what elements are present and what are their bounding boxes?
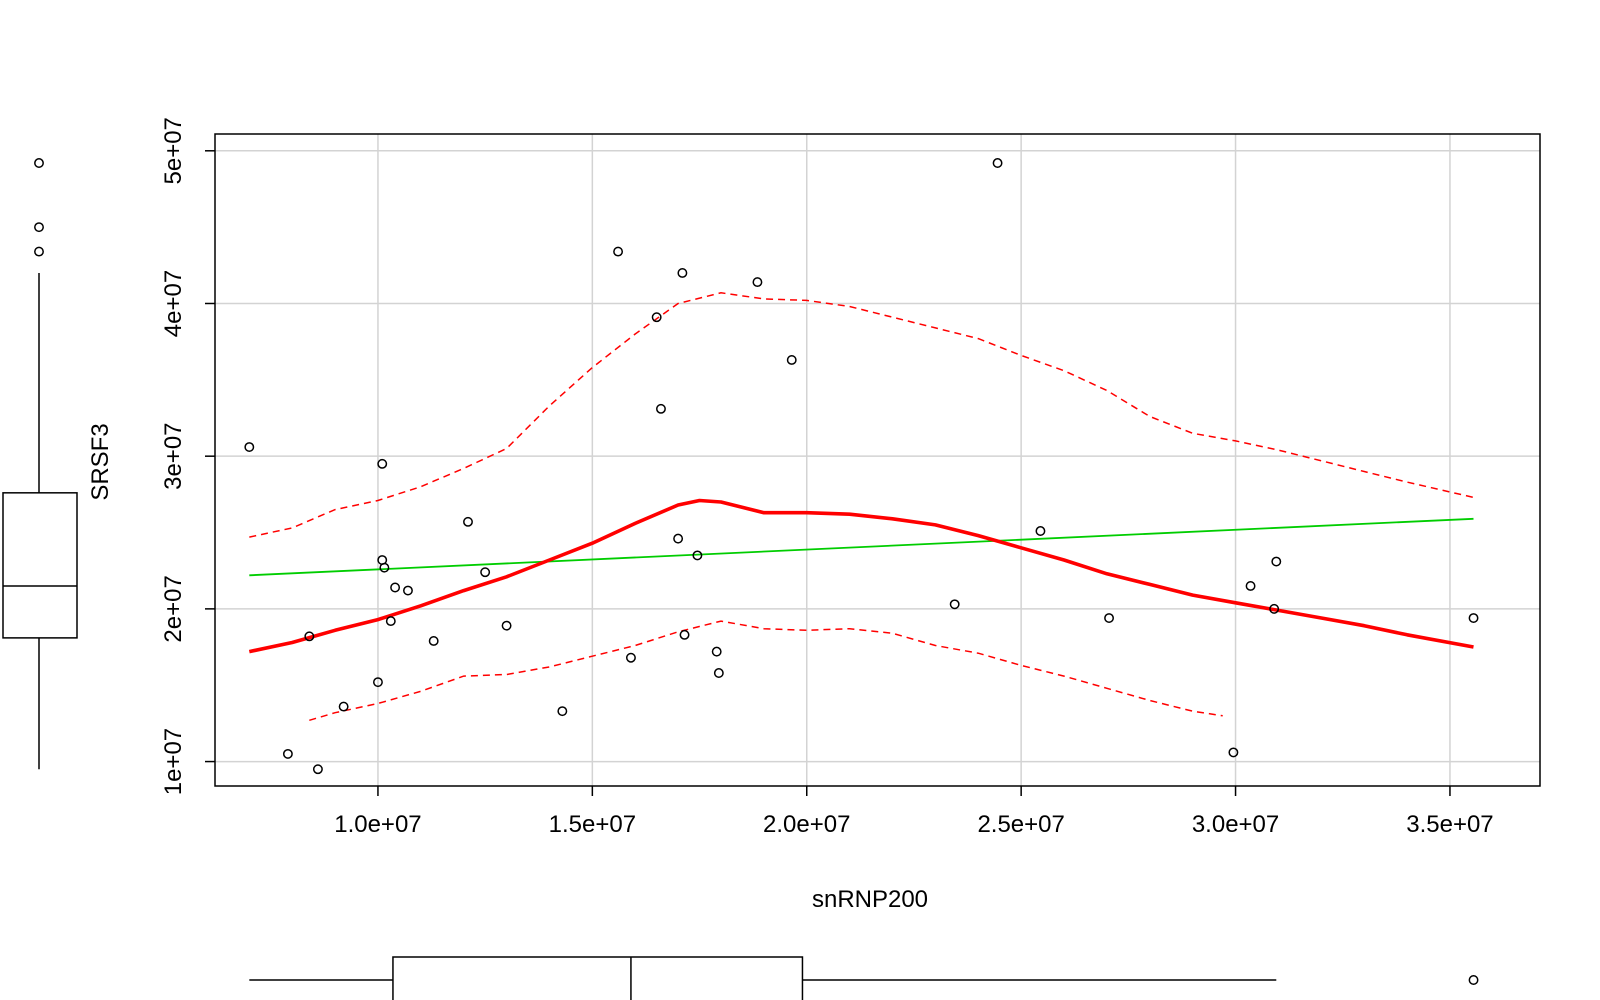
data-point [679,629,690,640]
y-marginal-boxplot [2,158,78,770]
x-tick-label: 3.0e+07 [1192,811,1279,838]
linear-fit-path [249,517,1474,577]
y-box-outlier [34,222,44,233]
data-point [949,599,960,610]
data-point [752,277,763,288]
data-point [403,585,413,596]
data-point [304,631,315,642]
upper-confidence-band [249,292,1474,538]
y-box-outlier [34,246,44,257]
data-point [1271,556,1282,567]
data-point [656,403,666,414]
data-point [1104,613,1115,623]
data-point [1228,747,1239,758]
linear-fit-line [249,517,1474,577]
x-tick-label: 3.5e+07 [1406,811,1493,838]
data-point [338,701,349,712]
y-box-outlier [34,158,44,168]
y-tick-label: 1e+07 [160,728,187,795]
grid-lines [215,134,1540,786]
data-point [677,268,688,278]
y-tick-label: 2e+07 [160,575,187,642]
plot-frame [214,133,1541,787]
data-point [1468,613,1479,623]
x-box-body [392,956,804,1000]
x-axis: 1.0e+07 1.5e+07 2.0e+07 2.5e+07 3.0e+07 3.5e+… [334,786,1494,838]
data-point [385,616,396,627]
y-tick-label: 5e+07 [160,117,187,184]
data-point [379,562,390,573]
data-point [713,668,724,678]
x-box-outlier [1468,975,1479,985]
data-points [244,158,1479,775]
smooth-fit-line [248,498,1474,654]
data-point [651,312,662,323]
x-tick-label: 2.5e+07 [977,811,1064,838]
data-point [711,646,722,657]
data-point [480,567,491,578]
data-point [1035,526,1046,536]
data-point [992,158,1003,168]
data-point [613,246,624,257]
data-point [1269,603,1280,614]
y-box-body [2,492,78,639]
x-axis-label: snRNP200 [812,886,928,913]
x-tick-label: 1.5e+07 [549,811,636,838]
data-point [428,635,439,646]
data-point [377,458,388,469]
y-axis: 1e+07 2e+07 3e+07 4e+07 5e+07 [160,117,215,795]
data-point [312,764,323,775]
data-point [244,442,255,452]
data-point [390,582,401,593]
data-point [282,748,293,759]
y-tick-label: 3e+07 [160,422,187,489]
x-marginal-boxplot [249,956,1479,1000]
y-axis-label: SRSF3 [87,423,114,500]
lower-confidence-band [309,620,1223,722]
x-tick-label: 1.0e+07 [334,811,421,838]
y-tick-label: 4e+07 [160,270,187,337]
data-point [786,355,797,365]
data-point [372,677,383,688]
data-point [673,533,684,544]
smooth-fit-path [248,498,1474,654]
data-point [501,620,512,631]
x-tick-label: 2.0e+07 [763,811,850,838]
data-point [625,652,636,663]
upper-band-path [249,292,1474,538]
data-point [1245,581,1256,591]
data-point [557,706,568,717]
lower-band-path [309,620,1223,722]
data-point [463,516,473,527]
data-point [692,550,703,561]
